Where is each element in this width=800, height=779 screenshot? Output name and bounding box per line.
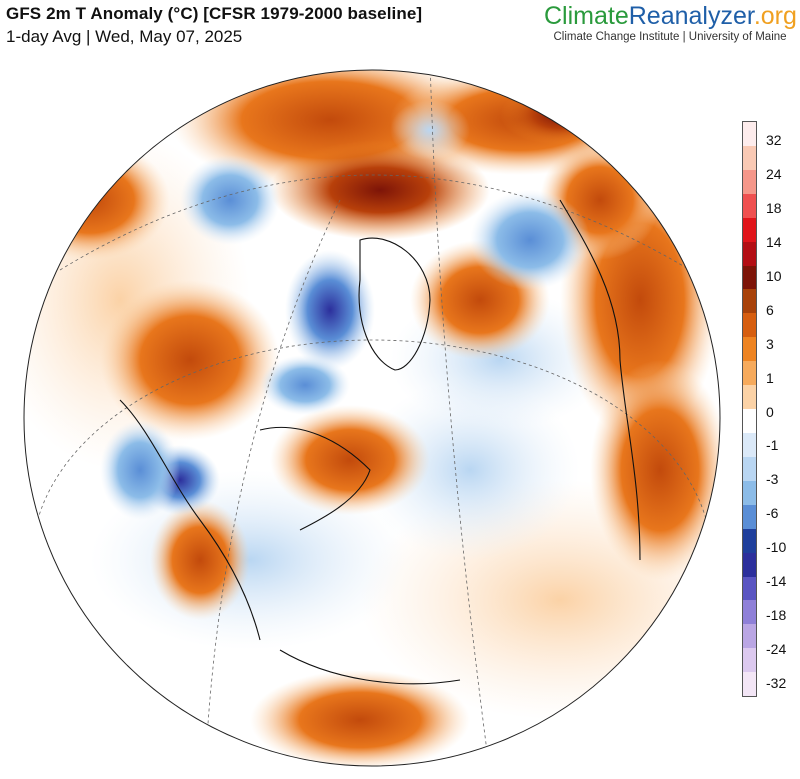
coastlines bbox=[119, 199, 641, 685]
legend-label: -32 bbox=[766, 675, 787, 691]
legend-label: -18 bbox=[766, 607, 787, 624]
legend-label: 6 bbox=[766, 301, 774, 318]
legend-swatch bbox=[743, 504, 756, 529]
brand-part1: Climate bbox=[544, 2, 629, 30]
legend-swatch bbox=[743, 456, 756, 481]
legend-swatch bbox=[743, 480, 756, 505]
brand-tagline: Climate Change Institute | University of… bbox=[553, 31, 787, 43]
anomaly-field bbox=[24, 70, 720, 766]
legend-label: -1 bbox=[766, 437, 779, 454]
legend-label: 10 bbox=[766, 267, 782, 284]
legend-label: -3 bbox=[766, 471, 779, 488]
legend-swatch bbox=[743, 289, 756, 314]
legend-swatch bbox=[743, 313, 756, 338]
legend-swatch bbox=[743, 122, 756, 146]
brand-part2: Reanalyzer bbox=[628, 2, 754, 30]
legend-swatch bbox=[743, 648, 756, 673]
legend-label: 24 bbox=[766, 165, 782, 182]
legend-swatch bbox=[743, 145, 756, 170]
legend-label: -24 bbox=[766, 641, 787, 658]
legend-label: 14 bbox=[766, 233, 782, 250]
brand-block[interactable]: ClimateReanalyzer.org Climate Change Ins… bbox=[544, 1, 797, 43]
legend-swatch bbox=[743, 169, 756, 194]
legend-swatch bbox=[743, 672, 756, 697]
legend-label: 3 bbox=[766, 335, 774, 352]
legend-label: -10 bbox=[766, 539, 787, 556]
legend-swatch bbox=[743, 361, 756, 386]
legend-swatch bbox=[743, 528, 756, 553]
legend-swatch bbox=[743, 600, 756, 625]
legend-swatch bbox=[743, 552, 756, 577]
legend-swatch bbox=[743, 385, 756, 410]
legend-label: 1 bbox=[766, 369, 774, 386]
legend-label: -6 bbox=[766, 505, 779, 522]
legend-label: 32 bbox=[766, 132, 782, 148]
legend-swatch bbox=[743, 193, 756, 218]
page-subtitle: 1-day Avg | Wed, May 07, 2025 bbox=[6, 27, 243, 46]
legend-swatch bbox=[743, 409, 756, 433]
legend-swatch bbox=[743, 337, 756, 362]
legend-label: -14 bbox=[766, 573, 787, 590]
legend-swatch bbox=[743, 241, 756, 266]
globe-edge bbox=[23, 69, 721, 767]
legend-label: 18 bbox=[766, 199, 782, 216]
legend-colorbar bbox=[742, 121, 757, 697]
brand-part3: .org bbox=[753, 2, 797, 30]
page-title: GFS 2m T Anomaly (°C) [CFSR 1979-2000 ba… bbox=[6, 4, 423, 23]
legend-swatch bbox=[743, 265, 756, 290]
legend-label: 0 bbox=[766, 403, 774, 420]
legend-swatch bbox=[743, 432, 756, 457]
legend-swatch bbox=[743, 624, 756, 649]
legend-swatch bbox=[743, 576, 756, 601]
brand-logo[interactable]: ClimateReanalyzer.org bbox=[544, 1, 797, 31]
legend-swatch bbox=[743, 217, 756, 242]
